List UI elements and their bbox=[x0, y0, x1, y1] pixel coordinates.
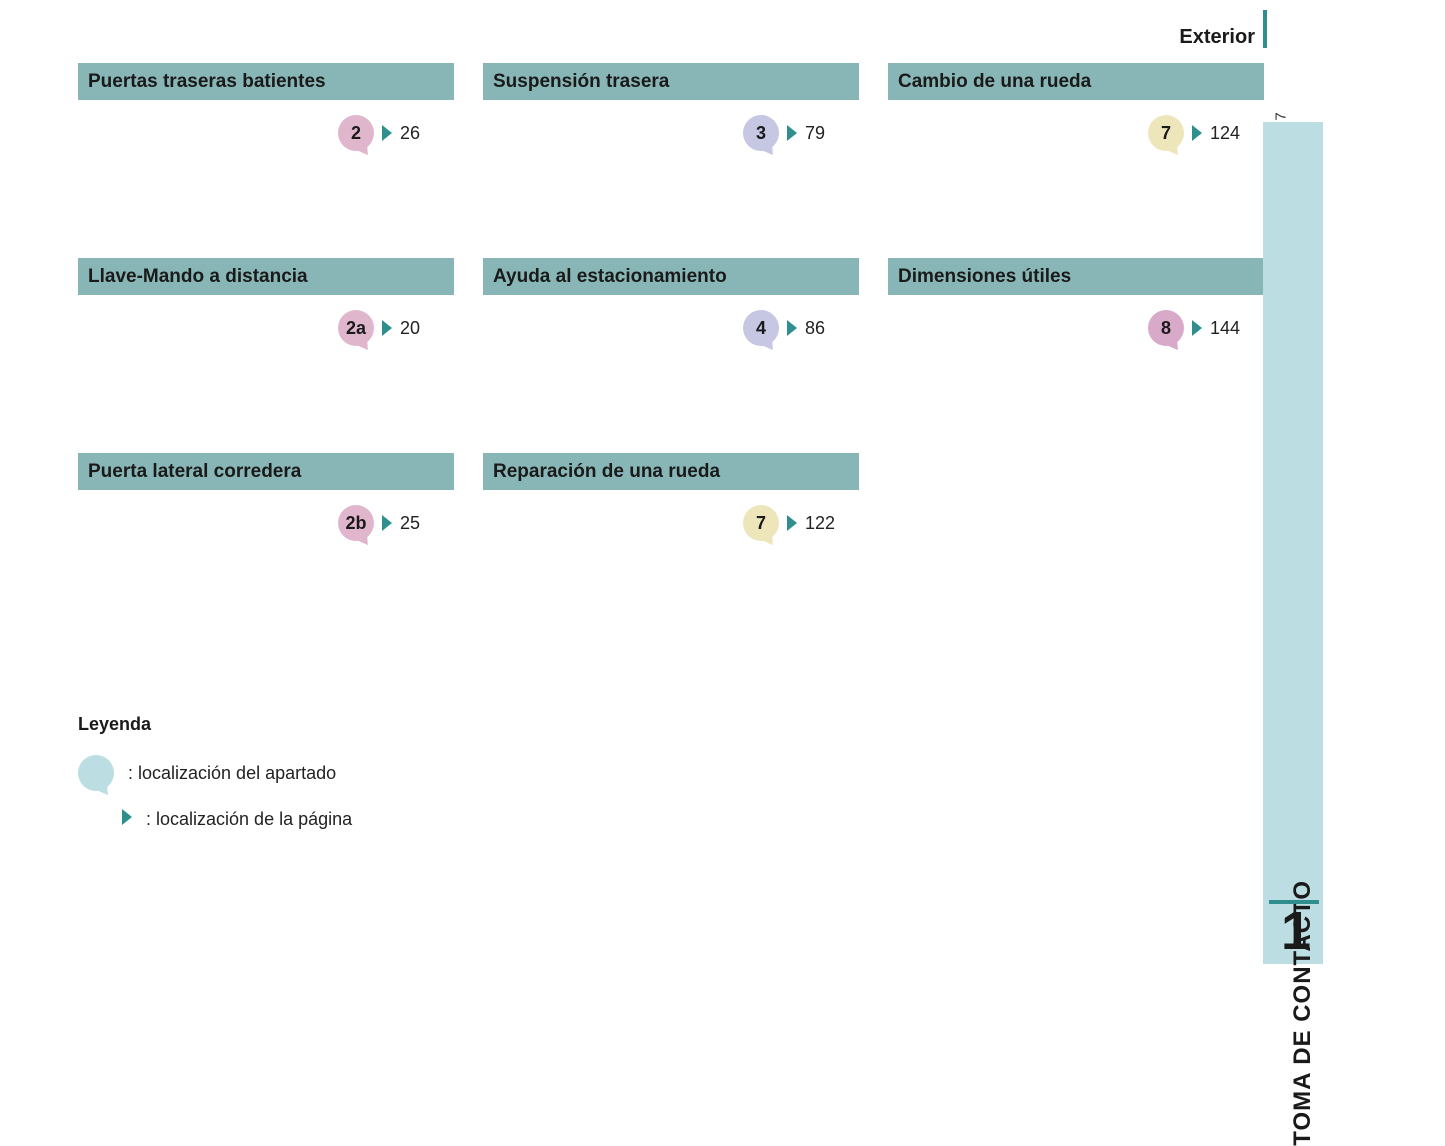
legend-text-section: : localización del apartado bbox=[128, 763, 336, 784]
card-header: Reparación de una rueda bbox=[483, 453, 859, 490]
section-bubble-icon: 2a bbox=[338, 310, 374, 346]
page-arrow-icon bbox=[787, 125, 797, 141]
card-reference: 7 124 bbox=[1148, 113, 1242, 153]
index-card: Reparación de una rueda7122 bbox=[483, 453, 859, 490]
card-reference: 3 79 bbox=[743, 113, 837, 153]
page-arrow-icon bbox=[787, 515, 797, 531]
page-number-top: 7 bbox=[1272, 112, 1289, 120]
page-number-ref: 26 bbox=[400, 123, 432, 144]
page-arrow-icon bbox=[1192, 125, 1202, 141]
page-arrow-icon bbox=[382, 125, 392, 141]
header-accent-bar bbox=[1263, 10, 1267, 48]
index-grid: Puertas traseras batientes226Suspensión … bbox=[78, 63, 1264, 490]
section-bubble-icon: 2 bbox=[338, 115, 374, 151]
section-bubble-icon: 7 bbox=[743, 505, 779, 541]
card-header: Suspensión trasera bbox=[483, 63, 859, 100]
page-number-ref: 124 bbox=[1210, 123, 1242, 144]
card-reference: 8 144 bbox=[1148, 308, 1242, 348]
legend-bubble-icon bbox=[78, 755, 114, 791]
side-tab bbox=[1263, 122, 1323, 964]
legend-arrow-icon bbox=[122, 809, 132, 825]
page-number-ref: 122 bbox=[805, 513, 837, 534]
card-reference: 2 26 bbox=[338, 113, 432, 153]
card-header: Cambio de una rueda bbox=[888, 63, 1264, 100]
index-card: Suspensión trasera379 bbox=[483, 63, 859, 100]
section-bubble-icon: 2b bbox=[338, 505, 374, 541]
page-number-ref: 86 bbox=[805, 318, 837, 339]
legend-row-section: : localización del apartado bbox=[78, 755, 352, 791]
index-card: Ayuda al estacionamiento486 bbox=[483, 258, 859, 295]
index-card: Llave-Mando a distancia2a20 bbox=[78, 258, 454, 295]
page-number-ref: 25 bbox=[400, 513, 432, 534]
card-header: Llave-Mando a distancia bbox=[78, 258, 454, 295]
card-header: Puertas traseras batientes bbox=[78, 63, 454, 100]
card-header: Puerta lateral corredera bbox=[78, 453, 454, 490]
legend-arrow-wrap bbox=[78, 809, 132, 830]
section-bubble-icon: 7 bbox=[1148, 115, 1184, 151]
card-reference: 2a 20 bbox=[338, 308, 432, 348]
page-number-ref: 79 bbox=[805, 123, 837, 144]
index-card: Puerta lateral corredera2b25 bbox=[78, 453, 454, 490]
index-card: Dimensiones útiles8144 bbox=[888, 258, 1264, 295]
page-arrow-icon bbox=[382, 515, 392, 531]
page-title: Exterior bbox=[1179, 26, 1255, 49]
page-number-ref: 144 bbox=[1210, 318, 1242, 339]
card-header: Ayuda al estacionamiento bbox=[483, 258, 859, 295]
legend-row-page: : localización de la página bbox=[78, 809, 352, 830]
side-tab-number: 1 bbox=[1281, 900, 1311, 962]
card-reference: 2b 25 bbox=[338, 503, 432, 543]
section-bubble-icon: 8 bbox=[1148, 310, 1184, 346]
card-reference: 7 122 bbox=[743, 503, 837, 543]
section-bubble-icon: 3 bbox=[743, 115, 779, 151]
card-reference: 4 86 bbox=[743, 308, 837, 348]
legend: Leyenda : localización del apartado : lo… bbox=[78, 714, 352, 848]
page-arrow-icon bbox=[787, 320, 797, 336]
page-arrow-icon bbox=[1192, 320, 1202, 336]
legend-text-page: : localización de la página bbox=[146, 809, 352, 830]
section-bubble-icon: 4 bbox=[743, 310, 779, 346]
legend-title: Leyenda bbox=[78, 714, 352, 735]
index-card: Cambio de una rueda7124 bbox=[888, 63, 1264, 100]
card-header: Dimensiones útiles bbox=[888, 258, 1264, 295]
page-arrow-icon bbox=[382, 320, 392, 336]
page-number-ref: 20 bbox=[400, 318, 432, 339]
index-card: Puertas traseras batientes226 bbox=[78, 63, 454, 100]
